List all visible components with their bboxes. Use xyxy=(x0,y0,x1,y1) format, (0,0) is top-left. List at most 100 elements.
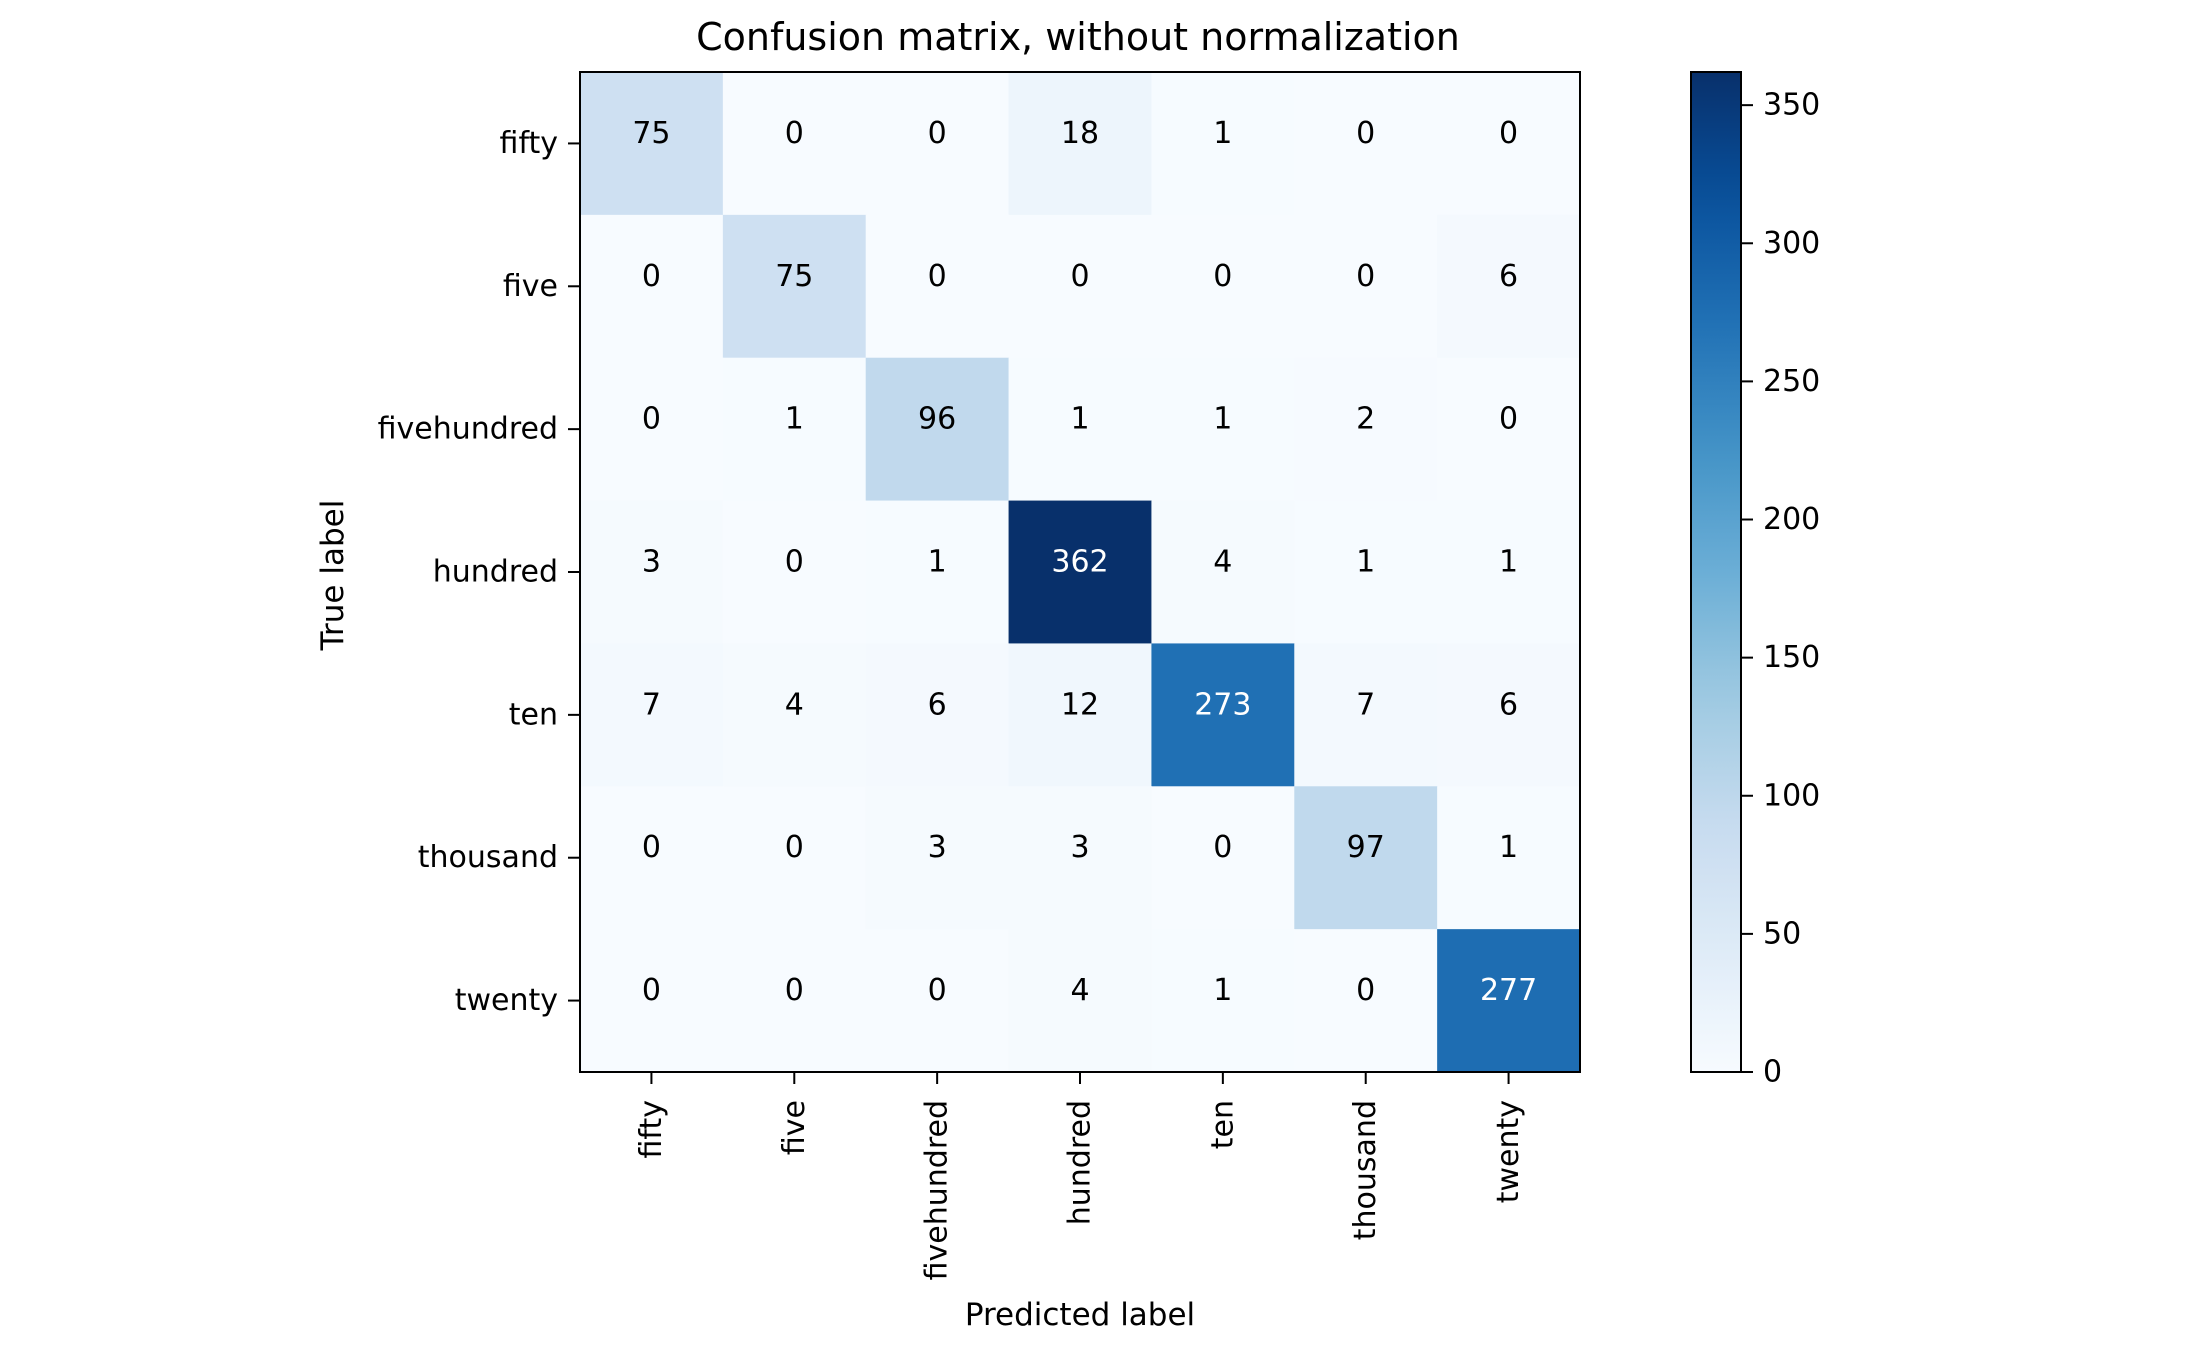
cell-value-label: 4 xyxy=(1070,973,1089,1008)
cell-value-label: 7 xyxy=(1356,687,1375,722)
heatmap-cell xyxy=(1008,500,1153,645)
heatmap-cell xyxy=(1294,643,1438,787)
cell-value-label: 0 xyxy=(1356,259,1375,294)
cell-value-label: 4 xyxy=(1213,545,1232,580)
cell-value-label: 0 xyxy=(642,402,661,437)
y-axis-label: True label xyxy=(315,500,351,652)
heatmap-cell xyxy=(1151,786,1295,930)
x-tick-label: twenty xyxy=(1491,1100,1526,1203)
heatmap-cell-labels: 75 0 0 18 1 0 00 75 0 0 0 0 60 1 96 1 1 2 03 0 1 362 4 1 17 4 6 12 2… xyxy=(632,116,1537,1008)
colorbar-tick-label: 0 xyxy=(1763,1055,1782,1090)
x-tick-label: ten xyxy=(1205,1100,1240,1149)
cell-value-label: 0 xyxy=(1499,402,1518,437)
cell-value-label: 0 xyxy=(1213,259,1232,294)
heatmap-cell xyxy=(1151,214,1295,359)
heatmap-cell xyxy=(580,929,724,1073)
cell-value-label: 0 xyxy=(642,259,661,294)
cell-value-label: 0 xyxy=(928,973,947,1008)
colorbar-tick-label: 300 xyxy=(1763,226,1820,261)
heatmap-cell xyxy=(580,500,724,645)
colorbar-tick-label: 250 xyxy=(1763,364,1820,399)
heatmap-cell xyxy=(1151,643,1295,787)
cell-value-label: 1 xyxy=(1213,973,1232,1008)
cell-value-label: 4 xyxy=(785,687,804,722)
heatmap-cell xyxy=(1008,643,1153,787)
cell-value-label: 1 xyxy=(928,545,947,580)
cell-value-label: 0 xyxy=(642,973,661,1008)
y-axis-ticks: fifty five fivehundred hundred ten thousand tw… xyxy=(378,126,580,1018)
x-tick-label: hundred xyxy=(1063,1100,1098,1225)
heatmap-cell xyxy=(1151,72,1295,216)
cell-value-label: 6 xyxy=(1499,259,1518,294)
cell-value-label: 0 xyxy=(1356,116,1375,151)
x-axis-ticks: fifty five fivehundred hundred ten thousand tw… xyxy=(634,1072,1526,1280)
heatmap-cell xyxy=(1294,500,1438,645)
cell-value-label: 0 xyxy=(1499,116,1518,151)
cell-value-label: 1 xyxy=(1356,545,1375,580)
cell-value-label: 3 xyxy=(642,545,661,580)
cell-value-label: 7 xyxy=(642,687,661,722)
cell-value-label: 0 xyxy=(928,116,947,151)
heatmap-cell xyxy=(1437,929,1581,1073)
y-tick-label: hundred xyxy=(433,555,558,590)
heatmap-cell xyxy=(1294,72,1438,216)
colorbar-tick-label: 200 xyxy=(1763,502,1820,537)
heatmap-cells xyxy=(580,72,1581,1073)
cell-value-label: 12 xyxy=(1061,687,1099,722)
cell-value-label: 0 xyxy=(1070,259,1089,294)
cell-value-label: 1 xyxy=(1213,402,1232,437)
heatmap-cell xyxy=(865,214,1010,359)
cell-value-label: 0 xyxy=(1213,830,1232,865)
heatmap-cell xyxy=(1437,500,1581,645)
heatmap-cell xyxy=(1151,357,1295,502)
cell-value-label: 362 xyxy=(1051,545,1108,580)
heatmap-cell xyxy=(722,929,867,1073)
x-tick-label: thousand xyxy=(1348,1100,1383,1240)
y-tick-label: five xyxy=(503,269,558,304)
heatmap-cell xyxy=(1151,929,1295,1073)
heatmap-cell xyxy=(722,72,867,216)
cell-value-label: 0 xyxy=(785,116,804,151)
colorbar-tick-label: 150 xyxy=(1763,640,1820,675)
cell-value-label: 0 xyxy=(785,830,804,865)
heatmap-cell xyxy=(1437,214,1581,359)
heatmap-cell xyxy=(580,214,724,359)
x-tick-label: fivehundred xyxy=(920,1100,955,1280)
cell-value-label: 6 xyxy=(1499,687,1518,722)
cell-value-label: 3 xyxy=(1070,830,1089,865)
cell-value-label: 0 xyxy=(785,973,804,1008)
cell-value-label: 1 xyxy=(1499,830,1518,865)
cell-value-label: 75 xyxy=(632,116,670,151)
heatmap-cell xyxy=(865,500,1010,645)
y-tick-label: fifty xyxy=(500,126,558,161)
heatmap-cell xyxy=(722,786,867,930)
cell-value-label: 1 xyxy=(1499,545,1518,580)
heatmap-cell xyxy=(1294,357,1438,502)
heatmap-cell xyxy=(1294,929,1438,1073)
cell-value-label: 6 xyxy=(928,687,947,722)
cell-value-label: 1 xyxy=(1070,402,1089,437)
heatmap-cell xyxy=(580,786,724,930)
heatmap-cell xyxy=(1437,786,1581,930)
x-tick-label: fifty xyxy=(634,1100,669,1158)
heatmap-cell xyxy=(1008,786,1153,930)
cell-value-label: 0 xyxy=(928,259,947,294)
cell-value-label: 0 xyxy=(785,545,804,580)
y-tick-label: ten xyxy=(509,697,558,732)
heatmap-cell xyxy=(1008,357,1153,502)
heatmap-cell xyxy=(865,72,1010,216)
heatmap-cell xyxy=(1294,786,1438,930)
heatmap-cell xyxy=(1294,214,1438,359)
y-tick-label: thousand xyxy=(418,840,558,875)
cell-value-label: 277 xyxy=(1480,973,1537,1008)
heatmap-cell xyxy=(865,643,1010,787)
heatmap-cell xyxy=(1008,72,1153,216)
colorbar-ticks: 0 50 100 150 200 250 300 350 xyxy=(1741,88,1820,1090)
y-tick-label: fivehundred xyxy=(378,412,558,447)
heatmap-cell xyxy=(722,500,867,645)
heatmap-cell xyxy=(865,929,1010,1073)
cell-value-label: 273 xyxy=(1194,687,1251,722)
heatmap-cell xyxy=(1437,72,1581,216)
cell-value-label: 0 xyxy=(642,830,661,865)
